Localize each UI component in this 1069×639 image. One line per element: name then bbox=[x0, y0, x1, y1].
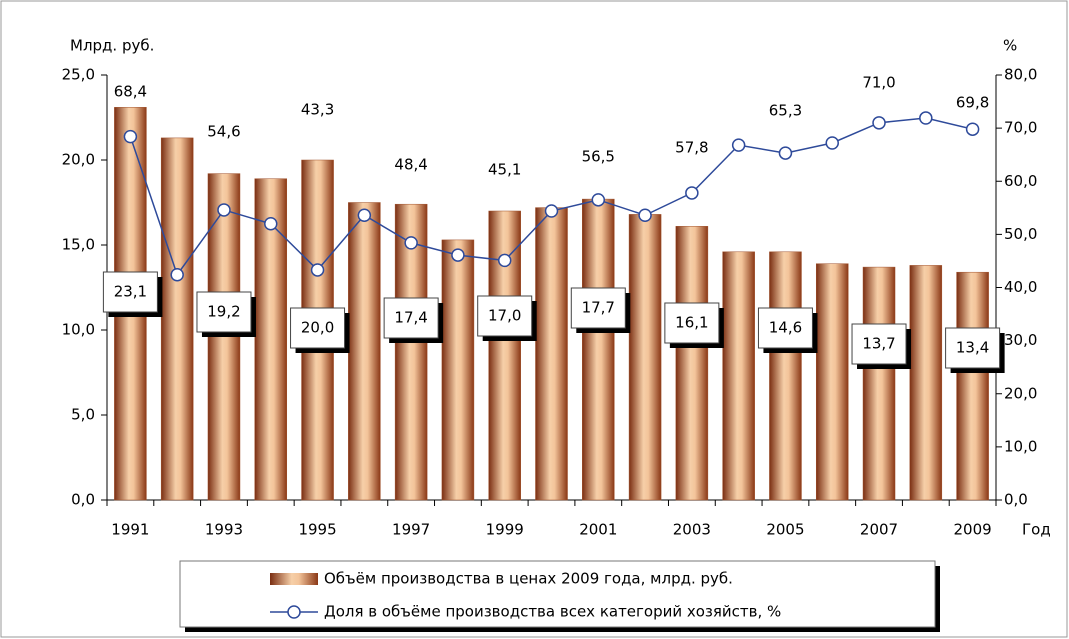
bar bbox=[675, 226, 709, 501]
line-marker bbox=[451, 248, 465, 262]
data-label: 54,6 bbox=[207, 123, 240, 141]
bar bbox=[862, 266, 896, 501]
legend bbox=[179, 560, 936, 628]
x-tick-label: 2007 bbox=[860, 521, 898, 539]
data-label: 43,3 bbox=[301, 101, 334, 119]
line-marker bbox=[825, 136, 839, 150]
y2-tick-label: 60,0 bbox=[1004, 172, 1037, 190]
x-tick-label: 1997 bbox=[392, 521, 430, 539]
data-label: 17,4 bbox=[394, 309, 427, 327]
bar bbox=[348, 202, 381, 501]
line-marker bbox=[310, 263, 325, 277]
y2-tick-label: 0,0 bbox=[1004, 491, 1028, 509]
data-label: 17,7 bbox=[582, 299, 615, 317]
data-label: 23,1 bbox=[114, 283, 147, 301]
line-marker bbox=[170, 268, 184, 282]
data-label-box bbox=[570, 287, 626, 329]
x-tick-label: 2003 bbox=[673, 521, 711, 539]
data-label: 71,0 bbox=[862, 74, 895, 92]
bar bbox=[441, 239, 475, 501]
y-tick-label: 25,0 bbox=[62, 66, 95, 84]
data-label: 14,6 bbox=[769, 319, 802, 337]
data-label-box bbox=[851, 323, 907, 365]
bar bbox=[535, 207, 568, 501]
bar bbox=[815, 263, 849, 501]
bar bbox=[160, 137, 194, 501]
bar bbox=[582, 198, 615, 501]
line-marker bbox=[544, 204, 559, 218]
legend-swatch-marker bbox=[287, 605, 301, 619]
y-tick-label: 10,0 bbox=[62, 321, 95, 339]
legend-swatch bbox=[270, 573, 318, 585]
x-tick-label: 1999 bbox=[486, 521, 524, 539]
data-label: 13,7 bbox=[862, 335, 895, 353]
data-label: 65,3 bbox=[769, 102, 802, 120]
bar bbox=[956, 271, 989, 501]
line-marker bbox=[685, 186, 699, 200]
bar bbox=[394, 203, 428, 501]
bar bbox=[722, 251, 755, 501]
y-tick-label: 15,0 bbox=[62, 236, 95, 254]
bar bbox=[909, 265, 943, 501]
y2-tick-label: 10,0 bbox=[1004, 437, 1037, 455]
line-marker bbox=[497, 253, 512, 268]
data-label-box bbox=[945, 327, 1001, 369]
x-axis-label: Год bbox=[1022, 521, 1051, 539]
data-label: 16,1 bbox=[675, 314, 708, 332]
data-label-box bbox=[383, 297, 439, 339]
data-label: 17,0 bbox=[488, 307, 521, 325]
line-marker bbox=[731, 138, 746, 152]
data-label: 57,8 bbox=[675, 139, 708, 157]
y-axis-label: Млрд. руб. bbox=[70, 37, 154, 55]
bar bbox=[254, 178, 288, 501]
y-tick-label: 20,0 bbox=[62, 151, 95, 169]
x-tick-label: 2009 bbox=[954, 521, 992, 539]
data-label: 20,0 bbox=[301, 319, 334, 337]
line-marker bbox=[638, 208, 652, 222]
x-tick-label: 1991 bbox=[111, 521, 149, 539]
data-label: 48,4 bbox=[394, 156, 427, 174]
line-marker bbox=[872, 116, 886, 130]
line-marker bbox=[965, 122, 980, 136]
data-label-box bbox=[757, 307, 813, 349]
data-label: 13,4 bbox=[956, 339, 989, 357]
line-marker bbox=[264, 217, 278, 231]
bar bbox=[769, 251, 802, 501]
y2-axis-label: % bbox=[1003, 37, 1017, 55]
x-tick-label: 2001 bbox=[579, 521, 617, 539]
line-marker bbox=[919, 111, 933, 125]
y2-tick-label: 30,0 bbox=[1004, 331, 1037, 349]
line-marker bbox=[778, 146, 793, 160]
y2-tick-label: 40,0 bbox=[1004, 278, 1037, 296]
data-label-box bbox=[102, 271, 158, 313]
y2-tick-label: 50,0 bbox=[1004, 225, 1037, 243]
data-label: 68,4 bbox=[114, 83, 147, 101]
data-label-box bbox=[196, 291, 252, 333]
line-marker bbox=[591, 193, 606, 207]
y2-tick-label: 70,0 bbox=[1004, 119, 1037, 137]
data-label: 69,8 bbox=[956, 94, 989, 112]
y2-tick-label: 20,0 bbox=[1004, 384, 1037, 402]
data-label-box bbox=[664, 302, 720, 344]
line-marker bbox=[123, 129, 138, 144]
legend-label: Объём производства в ценах 2009 года, мл… bbox=[324, 570, 733, 588]
legend-label: Доля в объёме производства всех категори… bbox=[324, 603, 781, 621]
x-tick-label: 1993 bbox=[205, 521, 243, 539]
data-label-box bbox=[477, 295, 533, 337]
x-tick-label: 1995 bbox=[298, 521, 336, 539]
data-label: 56,5 bbox=[582, 148, 615, 166]
y-tick-label: 5,0 bbox=[71, 406, 95, 424]
x-tick-label: 2005 bbox=[766, 521, 804, 539]
bar bbox=[628, 214, 662, 501]
y2-tick-label: 80,0 bbox=[1004, 66, 1037, 84]
y-tick-label: 0,0 bbox=[71, 491, 95, 509]
data-label-box bbox=[290, 307, 346, 349]
data-label: 45,1 bbox=[488, 161, 521, 179]
line-marker bbox=[404, 236, 418, 250]
line-marker bbox=[357, 208, 372, 222]
data-label: 19,2 bbox=[207, 303, 240, 321]
line-marker bbox=[217, 203, 231, 217]
